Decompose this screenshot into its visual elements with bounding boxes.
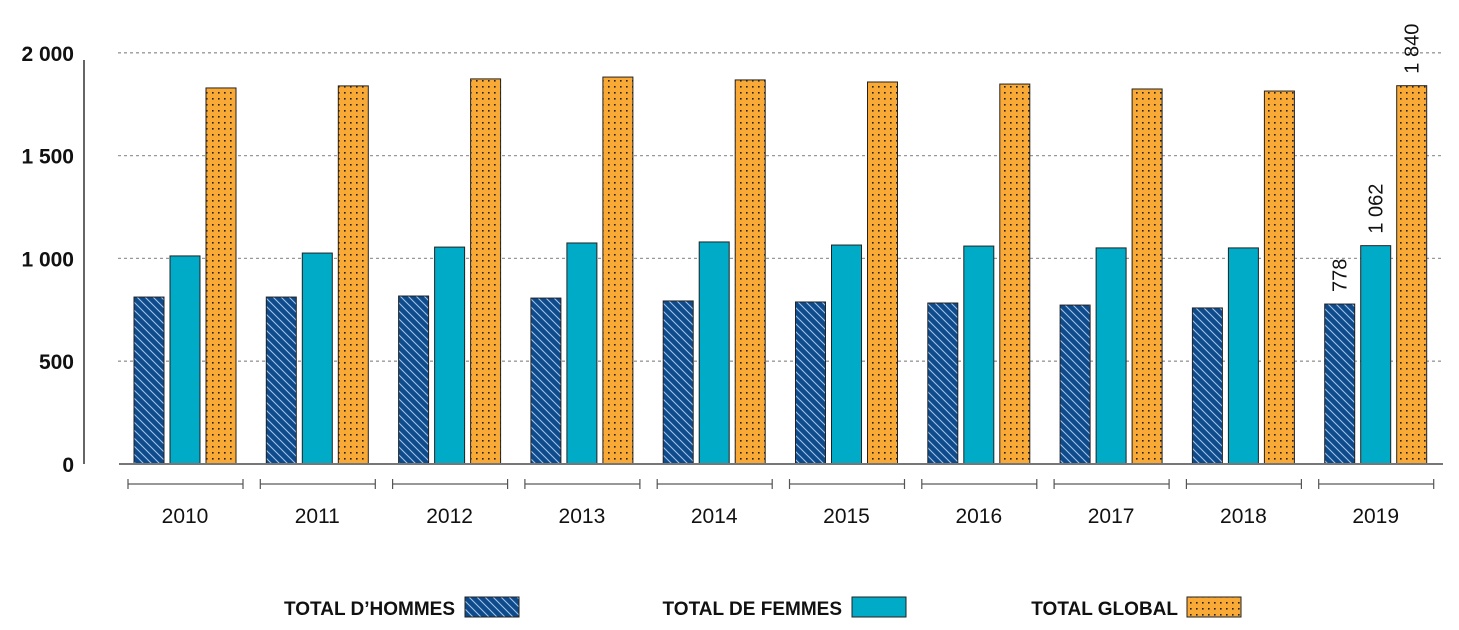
x-category-bracket — [788, 479, 906, 489]
y-tick-label: 1 000 — [21, 248, 74, 271]
x-tick-label: 2012 — [426, 505, 473, 528]
y-tick-label: 0 — [62, 454, 74, 477]
data-labels: 778 1 062 1 840 — [1330, 24, 1424, 292]
x-category-bracket — [1053, 479, 1170, 489]
bar-total-de-femmes-2013 — [566, 242, 598, 465]
legend-label: TOTAL D’HOMMES — [284, 599, 455, 620]
legend-label: TOTAL GLOBAL — [1031, 599, 1178, 620]
bar-total-de-femmes-2016 — [963, 245, 995, 465]
y-tick-label: 1 500 — [21, 146, 74, 169]
bar-total-global-2011 — [337, 85, 369, 465]
bar-total-d-hommes-2018 — [1191, 307, 1223, 465]
x-tick-label: 2016 — [955, 505, 1002, 528]
legend-item: TOTAL D’HOMMES — [284, 596, 520, 620]
legend-item: TOTAL GLOBAL — [1031, 596, 1242, 620]
x-tick-label: 2018 — [1220, 505, 1267, 528]
x-category-bracket — [524, 479, 641, 489]
bar-total-global-2015 — [867, 81, 898, 465]
bar-total-global-2016 — [999, 83, 1031, 465]
bar-total-d-hommes-2010 — [133, 296, 165, 465]
x-category-bracket — [1318, 479, 1435, 489]
bar-total-d-hommes-2014 — [662, 300, 694, 465]
data-label: 1 062 — [1366, 184, 1388, 234]
x-category-bracket — [392, 479, 509, 489]
y-tick-label: 500 — [39, 351, 74, 374]
legend-swatch — [464, 596, 520, 618]
bar-total-d-hommes-2012 — [398, 295, 430, 465]
x-category-bracket — [259, 479, 376, 489]
x-tick-label: 2013 — [559, 505, 606, 528]
legend-swatch — [851, 596, 907, 618]
bar-total-de-femmes-2014 — [698, 241, 730, 465]
bar-total-de-femmes-2012 — [434, 246, 466, 465]
legend-swatch — [1186, 596, 1242, 618]
y-axis-ticks: 0 500 1 000 1 500 2 000 — [21, 43, 74, 477]
bar-total-d-hommes-2013 — [530, 297, 562, 465]
bar-total-global-2017 — [1131, 88, 1163, 465]
bar-total-de-femmes-2010 — [169, 255, 201, 465]
x-tick-label: 2010 — [162, 505, 209, 528]
x-category-bracket — [656, 479, 773, 489]
bar-total-global-2012 — [470, 78, 502, 465]
legend-item: TOTAL DE FEMMES — [663, 596, 907, 620]
x-tick-label: 2011 — [295, 505, 340, 528]
legend: TOTAL D’HOMMES TOTAL DE FEMMES TOTAL GLOBA… — [284, 596, 1242, 620]
x-tick-label: 2019 — [1352, 505, 1399, 528]
bar-total-de-femmes-2019 — [1360, 245, 1392, 465]
bar-total-global-2019 — [1396, 85, 1428, 465]
bar-total-d-hommes-2011 — [265, 296, 297, 465]
x-tick-label: 2015 — [823, 505, 870, 528]
bar-total-global-2018 — [1263, 90, 1295, 465]
x-category-bracket — [921, 479, 1038, 489]
bar-total-d-hommes-2016 — [927, 302, 959, 465]
bars — [133, 76, 1428, 465]
bar-total-global-2013 — [602, 76, 634, 465]
y-tick-label: 2 000 — [21, 43, 74, 66]
x-category-bracket — [1185, 479, 1303, 489]
bar-total-d-hommes-2015 — [795, 301, 826, 465]
x-tick-label: 2014 — [691, 505, 738, 528]
bar-total-de-femmes-2017 — [1095, 247, 1127, 465]
x-category-bracket — [127, 479, 244, 489]
x-tick-label: 2017 — [1088, 505, 1135, 528]
bar-total-global-2014 — [734, 79, 766, 465]
bar-total-de-femmes-2015 — [831, 244, 862, 465]
bar-total-de-femmes-2011 — [301, 252, 333, 465]
bar-total-de-femmes-2018 — [1227, 247, 1259, 465]
bar-total-global-2010 — [205, 87, 237, 465]
bar-total-d-hommes-2019 — [1324, 303, 1356, 465]
x-axis-categories: 2010 2011 2012 2013 2014 2015 2016 2017 2018 2019 — [127, 479, 1435, 528]
data-label: 1 840 — [1402, 24, 1424, 74]
data-label: 778 — [1330, 259, 1352, 292]
bar-total-d-hommes-2017 — [1059, 304, 1091, 465]
legend-label: TOTAL DE FEMMES — [663, 599, 842, 620]
